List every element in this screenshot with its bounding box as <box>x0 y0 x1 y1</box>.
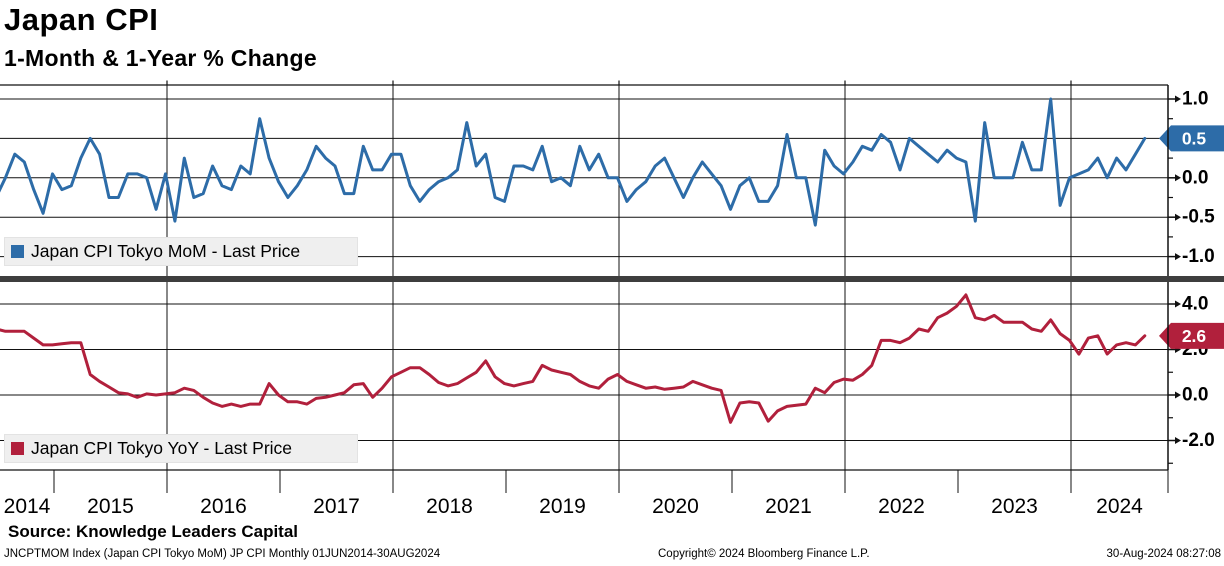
mom-legend-label: Japan CPI Tokyo MoM - Last Price <box>31 241 301 261</box>
mom-last-price-badge <box>1159 125 1224 152</box>
yoy-axis-label: 4.0 <box>1182 294 1208 315</box>
legend-yoy[interactable]: Japan CPI Tokyo YoY - Last Price <box>4 434 358 463</box>
yoy-line-series[interactable] <box>0 293 1147 424</box>
axis-tick-arrow-icon <box>1175 174 1181 182</box>
axis-tick-arrow-icon <box>1175 253 1181 261</box>
x-axis-year-label: 2021 <box>765 495 812 518</box>
yoy-last-price-value: 2.6 <box>1182 326 1207 346</box>
x-axis-year-label: 2023 <box>991 495 1038 518</box>
panel-separator-bar <box>0 276 1224 282</box>
chart-subtitle: 1-Month & 1-Year % Change <box>4 45 317 71</box>
source-note: Source: Knowledge Leaders Capital <box>8 522 299 541</box>
mom-line-series[interactable] <box>0 97 1147 227</box>
footer-copyright: Copyright© 2024 Bloomberg Finance L.P. <box>658 548 870 560</box>
axis-tick-arrow-icon <box>1175 391 1181 399</box>
chart-plot-area[interactable]: 1.00.50.0-0.5-1.00.54.02.00.0-2.02.6 <box>0 80 1224 495</box>
x-axis-year-label: 2017 <box>313 495 360 518</box>
axis-tick-arrow-icon <box>1175 95 1181 103</box>
x-axis-year-label: 2022 <box>878 495 925 518</box>
x-axis-year-label: 2018 <box>426 495 473 518</box>
yoy-legend-label: Japan CPI Tokyo YoY - Last Price <box>31 438 293 458</box>
mom-axis-label: 0.0 <box>1182 167 1208 188</box>
yoy-last-price-badge <box>1159 322 1224 349</box>
yoy-axis-label: 0.0 <box>1182 385 1208 406</box>
x-axis-year-label: 2015 <box>87 495 134 518</box>
yoy-axis-label: -2.0 <box>1182 430 1215 451</box>
mom-axis-label: -1.0 <box>1182 246 1215 267</box>
mom-axis-label: 1.0 <box>1182 89 1208 110</box>
yoy-legend-swatch-icon <box>11 442 24 455</box>
mom-last-price-value: 0.5 <box>1182 128 1207 148</box>
x-axis-year-label: 2014 <box>3 495 51 518</box>
x-axis-year-label: 2016 <box>200 495 247 518</box>
axis-tick-arrow-icon <box>1175 300 1181 308</box>
axis-tick-arrow-icon <box>1175 213 1181 221</box>
axis-tick-arrow-icon <box>1175 437 1181 444</box>
legend-mom[interactable]: Japan CPI Tokyo MoM - Last Price <box>4 237 358 266</box>
x-axis-year-label: 2019 <box>539 495 586 518</box>
mom-legend-swatch-icon <box>11 245 24 258</box>
footer-ticker-info: JNCPTMOM Index (Japan CPI Tokyo MoM) JP … <box>4 548 441 560</box>
footer-timestamp: 30-Aug-2024 08:27:08 <box>1106 548 1221 560</box>
mom-axis-label: -0.5 <box>1182 207 1215 228</box>
page-title: Japan CPI <box>4 2 159 37</box>
x-axis-year-label: 2020 <box>652 495 699 518</box>
x-axis-year-label: 2024 <box>1096 495 1143 518</box>
